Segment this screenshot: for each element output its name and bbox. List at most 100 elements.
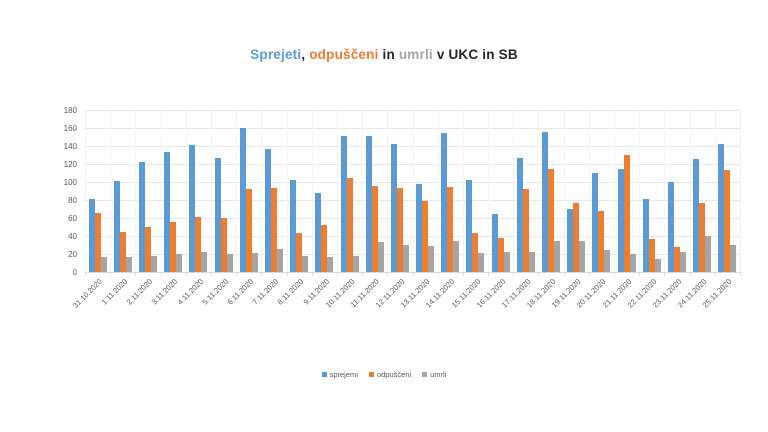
gridline-vertical [311,110,313,272]
y-axis-label: 120 [63,159,77,169]
bar-odpuščeni [573,202,580,272]
bar-umrli [176,254,183,272]
gridline-vertical [261,110,263,272]
bar-sprejemi [290,180,297,272]
bar-group [538,110,563,272]
gridline-vertical [412,110,414,272]
bar-sprejemi [693,158,700,272]
x-axis-tick [588,273,590,276]
legend-swatch-odpuščeni [368,372,374,377]
bar-umrli [377,242,384,272]
bar-sprejemi [390,144,397,272]
bar-odpuščeni [396,188,403,272]
bar-odpuščeni [270,188,277,272]
bar-umrli [302,255,309,272]
y-axis-label: 180 [63,105,77,115]
x-axis-tick [412,273,414,276]
bar-group [387,110,412,272]
legend-item-umrli: umrli [422,370,446,379]
x-axis-tick [362,273,364,276]
x-axis-label: 6.11.2020 [225,277,256,307]
bar-group [639,110,664,272]
plot-area [85,110,741,272]
x-axis-label: 31.10.2020 [71,277,104,310]
bar-group [312,110,337,272]
bar-sprejemi [567,209,574,272]
bar-odpuščeni [598,210,605,272]
bar-sprejemi [617,169,624,272]
bar-group [614,110,639,272]
bar-sprejemi [516,157,523,272]
x-axis-label: 3.11.2020 [149,277,180,307]
bar-umrli [100,256,107,272]
bar-group [438,110,463,272]
bar-group [715,110,740,272]
x-axis-tick [664,273,666,276]
bar-sprejemi [239,128,246,272]
bar-sprejemi [189,145,196,272]
bar-odpuščeni [422,200,429,272]
bar-umrli [402,245,409,272]
gridline-vertical [387,110,389,272]
bar-group [513,110,538,272]
bar-odpuščeni [497,237,504,272]
chart-legend: sprejemi odpuščeni umrli [0,370,768,379]
bar-group [690,110,715,272]
bar-odpuščeni [346,178,353,272]
x-axis-tick [513,273,515,276]
x-axis-label: 7.11.2020 [250,277,281,307]
bar-sprejemi [340,136,347,272]
legend-label: sprejemi [329,370,358,379]
bar-umrli [125,256,132,272]
y-axis-label: 140 [63,141,77,151]
x-axis-tick [110,273,112,276]
y-axis-label: 40 [68,231,77,241]
gridline-vertical [639,110,641,272]
bar-group [362,110,387,272]
gridline-vertical [664,110,666,272]
x-axis-tick [714,273,716,276]
bar-odpuščeni [371,185,378,272]
bar-sprejemi [542,131,549,272]
x-axis-tick [639,273,641,276]
bar-odpuščeni [119,231,126,272]
bar-sprejemi [668,182,675,272]
gridline-vertical [488,110,490,272]
bar-umrli [629,254,636,272]
bar-umrli [327,256,334,272]
gridline-vertical [614,110,616,272]
gridline-vertical [462,110,464,272]
bar-group [664,110,689,272]
x-axis-tick [286,273,288,276]
bar-umrli [276,248,283,272]
gridline-vertical [210,110,212,272]
gridline-vertical [714,110,716,272]
x-axis-tick [236,273,238,276]
bar-sprejemi [718,144,725,272]
x-axis-label: 1.11.2020 [99,277,130,307]
gridline-vertical [336,110,338,272]
bar-odpuščeni [447,187,454,272]
bar-umrli [251,253,258,272]
x-axis-tick [462,273,464,276]
bar-group [211,110,236,272]
bar-sprejemi [264,148,271,272]
bar-umrli [503,252,510,272]
x-axis-tick [85,273,86,276]
bar-odpuščeni [245,189,252,272]
bar-sprejemi [642,199,649,272]
x-axis-tick [135,273,137,276]
bar-odpuščeni [522,189,529,272]
bar-group [161,110,186,272]
bar-odpuščeni [321,225,328,272]
bar-sprejemi [88,199,95,272]
bar-group [261,110,286,272]
legend-swatch-umrli [422,372,428,377]
x-axis-tick [538,273,540,276]
bar-sprejemi [113,181,120,272]
gridline-vertical [286,110,288,272]
bar-group [236,110,261,272]
gridline-vertical [563,110,565,272]
bar-umrli [705,236,712,272]
